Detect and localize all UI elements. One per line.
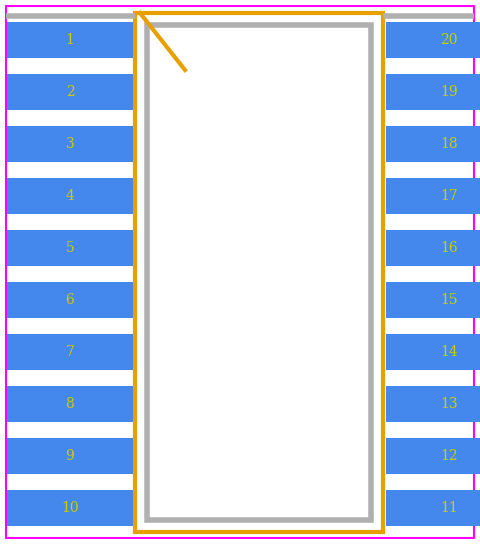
Bar bbox=[7, 230, 133, 266]
Bar bbox=[386, 438, 480, 474]
Bar bbox=[386, 22, 480, 58]
Bar bbox=[7, 126, 133, 162]
Bar bbox=[7, 334, 133, 370]
Bar bbox=[386, 74, 480, 110]
Text: 2: 2 bbox=[66, 85, 74, 99]
Text: 19: 19 bbox=[440, 85, 458, 99]
Text: 5: 5 bbox=[66, 241, 74, 255]
Text: 14: 14 bbox=[440, 345, 458, 359]
Bar bbox=[386, 230, 480, 266]
Text: 13: 13 bbox=[440, 397, 458, 411]
Bar bbox=[7, 386, 133, 422]
Text: 8: 8 bbox=[66, 397, 74, 411]
Text: 9: 9 bbox=[66, 449, 74, 463]
Bar bbox=[7, 22, 133, 58]
Text: 20: 20 bbox=[440, 33, 458, 47]
Bar bbox=[7, 178, 133, 214]
Bar bbox=[386, 490, 480, 526]
Bar bbox=[386, 282, 480, 318]
Text: 1: 1 bbox=[66, 33, 74, 47]
Text: 11: 11 bbox=[440, 501, 458, 515]
Text: 16: 16 bbox=[440, 241, 458, 255]
Bar bbox=[7, 490, 133, 526]
Text: 4: 4 bbox=[66, 189, 74, 203]
Bar bbox=[7, 282, 133, 318]
Text: 10: 10 bbox=[61, 501, 79, 515]
Bar bbox=[386, 386, 480, 422]
Bar bbox=[7, 438, 133, 474]
Bar bbox=[7, 74, 133, 110]
Text: 15: 15 bbox=[440, 293, 458, 307]
Text: 3: 3 bbox=[66, 137, 74, 151]
Text: 17: 17 bbox=[440, 189, 458, 203]
Text: 18: 18 bbox=[440, 137, 458, 151]
Bar bbox=[135, 13, 383, 532]
Bar bbox=[386, 126, 480, 162]
Text: 12: 12 bbox=[440, 449, 458, 463]
Text: 7: 7 bbox=[66, 345, 74, 359]
Bar bbox=[386, 334, 480, 370]
Text: 6: 6 bbox=[66, 293, 74, 307]
Bar bbox=[147, 25, 371, 520]
Bar bbox=[386, 178, 480, 214]
